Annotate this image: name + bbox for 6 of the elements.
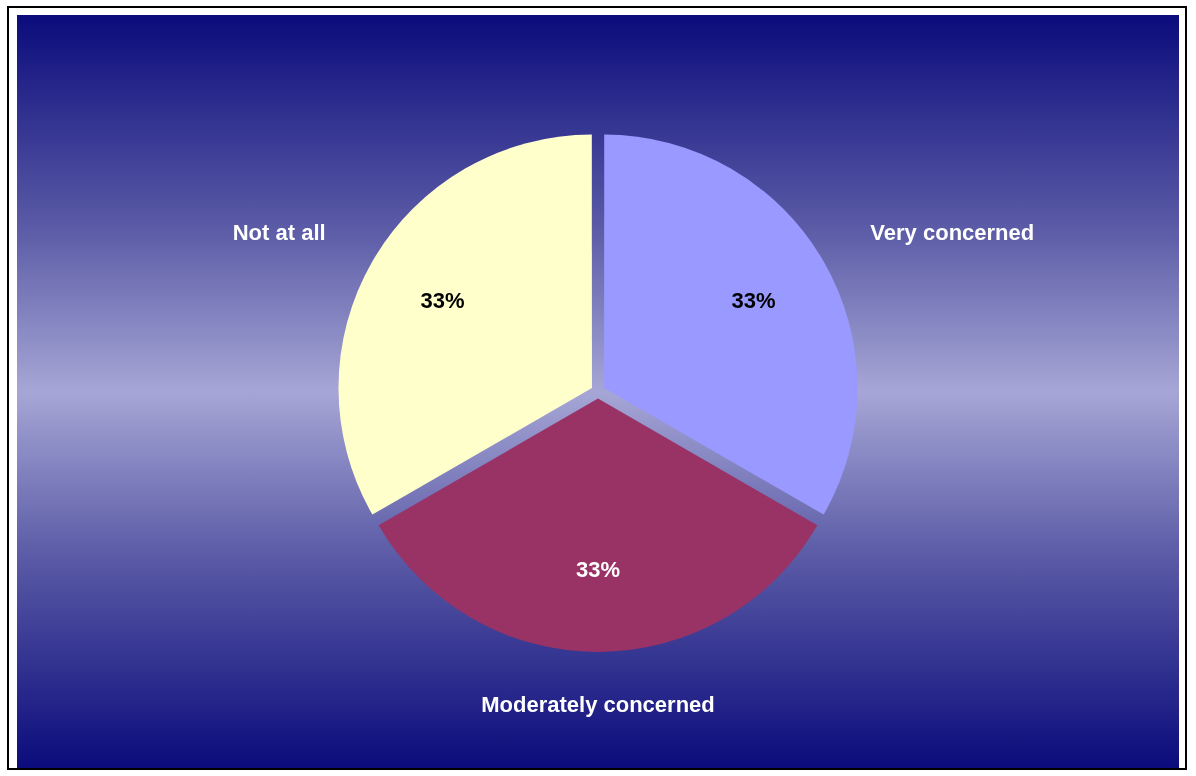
data-label: 33%	[420, 287, 465, 313]
slice-label: Not at all	[232, 220, 326, 246]
slice-label: Very concerned	[870, 220, 1035, 246]
data-label: 33%	[575, 557, 621, 583]
slice-label: Moderately concerned	[481, 692, 715, 718]
data-label: 33%	[731, 287, 776, 313]
